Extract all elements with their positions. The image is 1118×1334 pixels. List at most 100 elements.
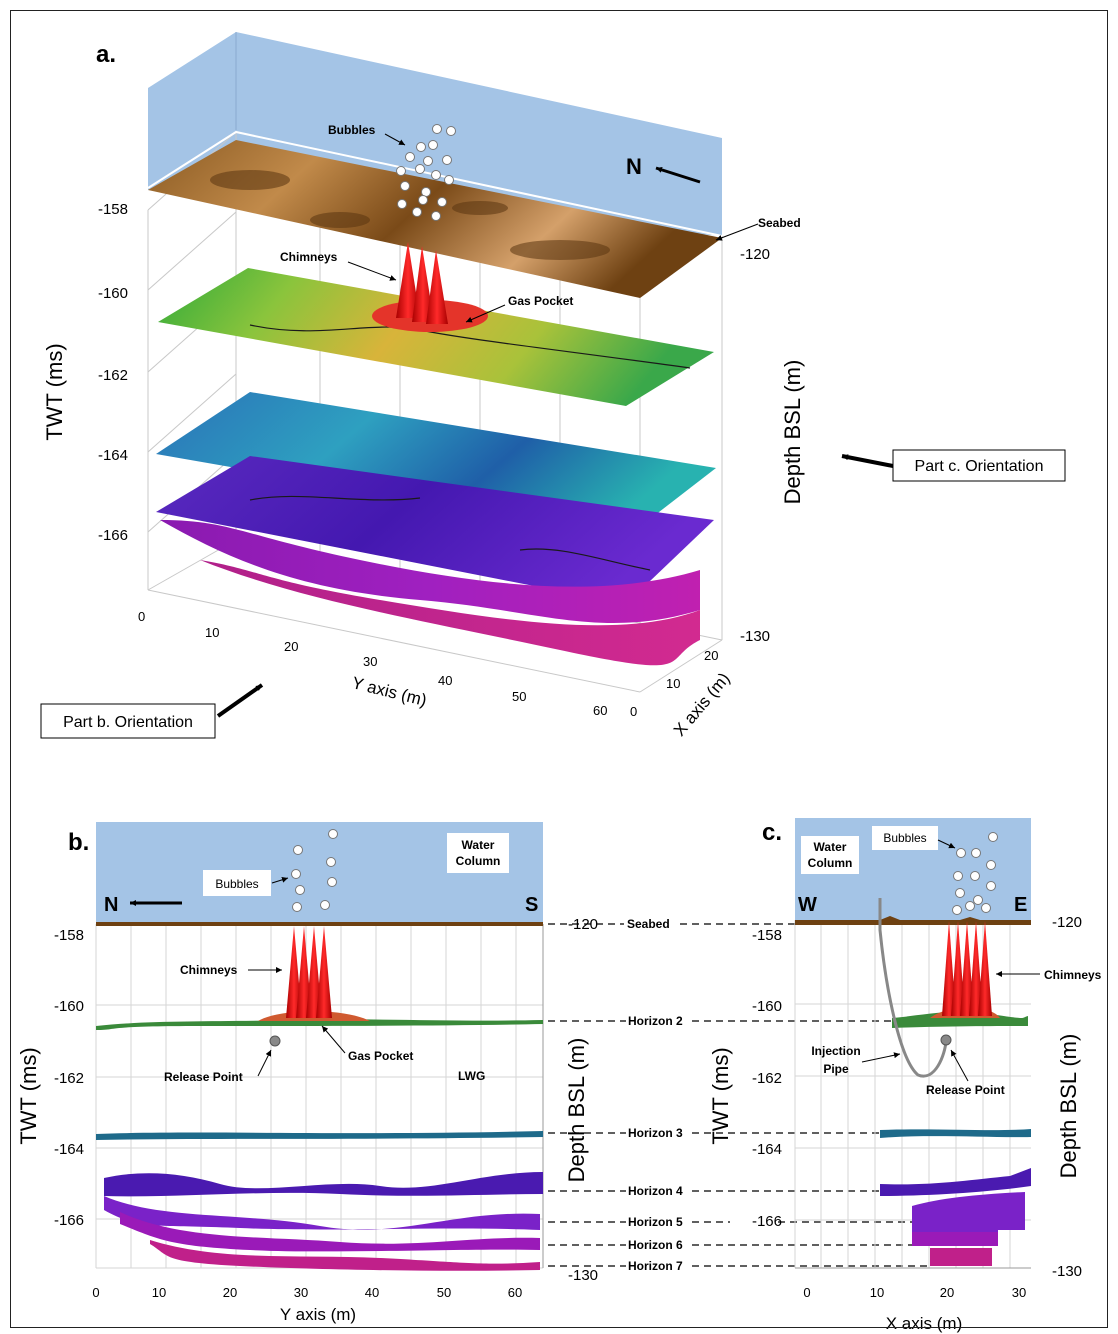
panel-c-left-ticks: -158 -160 -162 -164 -166 [752,927,782,1230]
panel-b-horizon5 [104,1196,540,1230]
panel-a-horizon3-surface [156,392,716,536]
panel-a-x-tick: 20 [704,648,718,663]
panel-b-x-tick: 60 [508,1285,522,1300]
panel-b-horizon2 [96,1019,543,1030]
panel-b-left-tick: -166 [54,1212,84,1229]
panel-a-part-c-callout-label: Part c. Orientation [915,458,1044,475]
panel-b-release-point-label: Release Point [164,1070,243,1084]
panel-b-x-tick: 40 [365,1285,379,1300]
panel-a-y-tick: 10 [205,625,219,640]
panel-b-horizon6 [120,1212,540,1252]
panel-b-bubbles [291,829,338,912]
panel-b-north-label: N [104,894,118,916]
panel-c-bubbles-label: Bubbles [883,831,926,845]
panel-b-release-point-pointer [257,1049,272,1077]
panel-a-bubbles [396,124,456,221]
panel-c-water-column-label: Water [814,840,847,854]
panel-a-north-label: N [626,154,642,179]
panel-b-right-tick: -120 [568,916,598,933]
panel-a-y-tick: 50 [512,689,526,704]
panel-a-y-ticks: 0 10 20 30 40 50 60 [138,609,607,718]
panel-b-right-axis-title: Depth BSL (m) [564,1038,589,1183]
panel-c-west-label: W [798,894,817,916]
panel-b-seabed-line [96,922,543,926]
panel-b-horizon4 [104,1172,543,1197]
panel-c-bubbles-pointer [937,839,956,849]
panel-c-injection-pipe-label: Injection [811,1044,860,1058]
panel-b-chimneys-label: Chimneys [180,963,238,977]
panel-c-bubbles-box [872,826,938,850]
panel-a-right-tick: -130 [740,628,770,645]
panel-a-seabed-label: Seabed [758,216,801,230]
panel-b-left-tick: -160 [54,998,84,1015]
panel-c-x-tick: 30 [1012,1285,1026,1300]
panel-c-left-tick: -158 [752,927,782,944]
panel-a-horizon4-surface [156,456,714,604]
panel-c-water-column-box [801,836,859,874]
panel-c-x-ticks: 0 10 20 30 [803,1285,1026,1300]
panel-c-injection-pipe-label: Pipe [823,1062,849,1076]
panel-c-left-tick: -164 [752,1141,782,1158]
panel-c-right-tick: -130 [1052,1263,1082,1280]
panel-a-part-c-callout-box [892,449,1066,482]
panel-c-seabed-line [795,916,1031,925]
panel-a-horizon6-surface [160,520,700,623]
panel-a-x-ticks: 0 10 20 [630,648,718,719]
panel-a-chimneys [396,242,448,324]
panel-b-label: b. [68,829,89,856]
panel-b-horizon7 [150,1240,540,1271]
panel-a-left-tick: -160 [98,285,128,302]
panel-a-right-tick: -120 [740,246,770,263]
panel-b: b. [16,822,598,1324]
panel-a-part-b-arrow-icon [216,683,264,718]
panel-b-water-column-label: Water [462,838,495,852]
panel-c-x-tick: 0 [803,1285,810,1300]
panel-a-gas-pocket-label: Gas Pocket [508,294,573,308]
panel-b-lwg-label: LWG [458,1069,485,1083]
panel-c-x-tick: 20 [940,1285,954,1300]
panel-a-seabed-texture [210,170,610,260]
panel-b-gas-pocket-label: Gas Pocket [348,1049,413,1063]
panel-b-water-column-label: Column [456,854,501,868]
panel-c-chimneys-label: Chimneys [1044,968,1102,982]
panel-a-left-tick: -162 [98,367,128,384]
panel-b-left-tick: -158 [54,927,84,944]
panel-a-part-b-callout-label: Part b. Orientation [63,714,193,731]
panel-b-release-point-marker [269,1035,281,1047]
panel-a-chimneys-label: Chimneys [280,250,338,264]
panel-a: a. [40,32,1066,740]
panel-a-seabed-pointer [715,223,759,241]
panel-b-right-tick: -130 [568,1267,598,1284]
panel-c-left-tick: -162 [752,1070,782,1087]
panel-a-gas-pocket-pointer [465,304,506,323]
panel-a-bubbles-pointer [384,133,406,146]
panel-b-south-label: S [525,894,538,916]
panel-c-chimneys [942,921,992,1016]
panel-a-y-tick: 0 [138,609,145,624]
panel-c-release-point-label: Release Point [926,1083,1005,1097]
panel-a-left-axis-title: TWT (ms) [42,343,67,440]
panel-a-horizon7-surface [200,560,700,666]
horizon-label-5: Horizon 5 [628,1215,683,1229]
panel-c-bubbles [952,832,998,915]
panel-a-left-tick: -164 [98,447,128,464]
horizon-label-6: Horizon 6 [628,1238,683,1252]
panel-a-left-tick: -166 [98,527,128,544]
horizon-label-2: Horizon 2 [628,1014,683,1028]
panel-c-horizon4 [880,1168,1031,1196]
panel-a-x-tick: 10 [666,676,680,691]
panel-a-north-arrow-icon [655,166,701,184]
panel-a-y-axis-title: Y axis (m) [350,673,429,710]
horizon-label-seabed: Seabed [627,917,670,931]
panel-a-part-c-arrow-icon [841,454,894,468]
horizon-labels: Seabed Horizon 2 Horizon 3 Horizon 4 Hor… [548,917,930,1273]
panel-b-x-tick: 0 [92,1285,99,1300]
panel-a-left-tick: -158 [98,201,128,218]
panel-b-x-tick: 50 [437,1285,451,1300]
panel-b-water-column-box [447,833,509,873]
panel-c-horizon7 [930,1248,992,1266]
panel-c-injection-pipe [878,898,948,1078]
panel-a-y-tick: 30 [363,654,377,669]
panel-b-bubbles-box [203,870,271,896]
panel-a-part-b-callout-box [40,703,216,739]
